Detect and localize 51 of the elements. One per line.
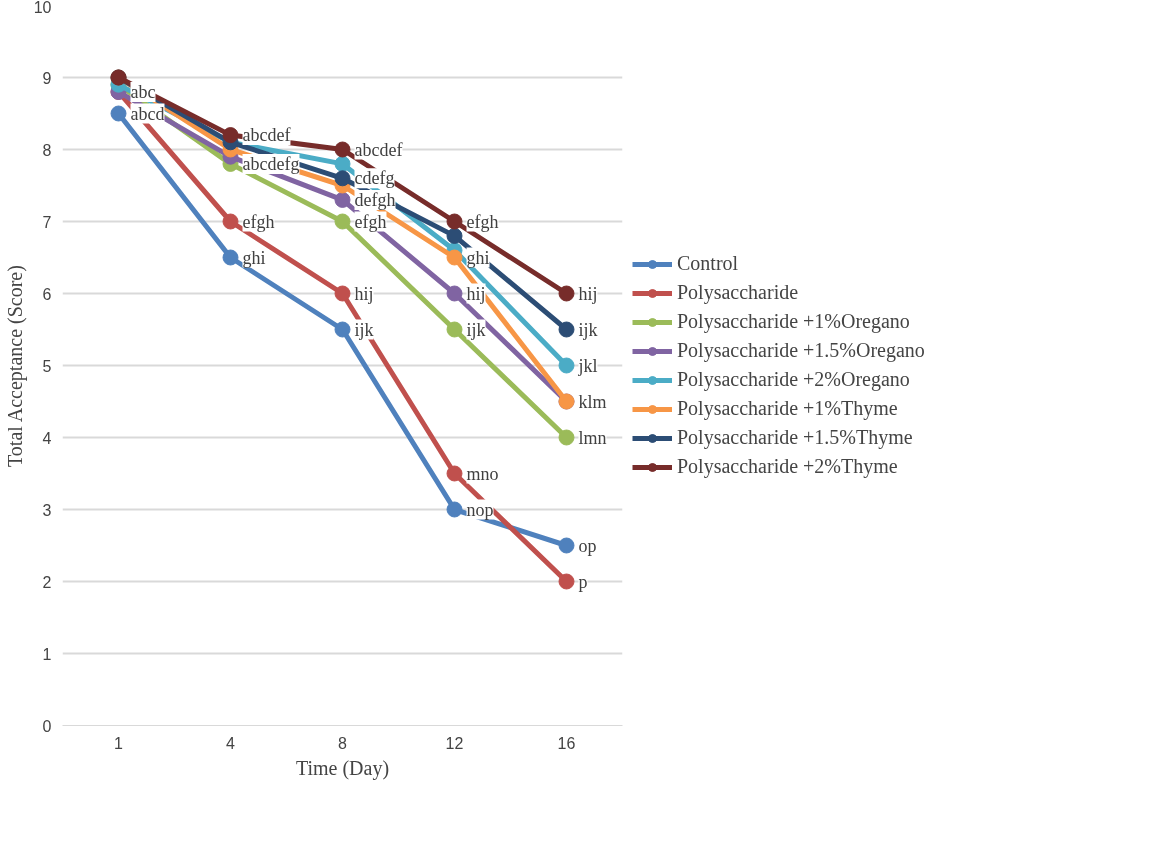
y-tick-label: 4: [42, 429, 52, 447]
data-label: ghi: [466, 247, 490, 268]
data-label: p: [578, 571, 588, 592]
legend-label: Polysaccharide +1.5%Thyme: [677, 426, 913, 449]
y-tick-label: 7: [42, 213, 52, 231]
data-label: efgh: [242, 211, 275, 232]
x-tick-label: 16: [557, 734, 576, 752]
y-tick-label: 5: [42, 357, 52, 375]
data-label: jkl: [577, 355, 598, 376]
data-label: efgh: [354, 211, 387, 232]
data-label: lmn: [578, 427, 607, 448]
legend-label: Polysaccharide +1%Oregano: [677, 310, 910, 333]
x-tick-label: 1: [114, 734, 124, 752]
data-label: ijk: [578, 319, 598, 340]
y-tick-label: 9: [42, 69, 52, 87]
data-label: abcdef: [354, 139, 403, 160]
data-label: hij: [466, 283, 486, 304]
y-tick-label: 10: [33, 0, 52, 16]
y-tick-label: 1: [42, 645, 52, 663]
data-label: klm: [578, 391, 607, 412]
data-label: abcdefg: [242, 153, 300, 174]
data-label: hij: [354, 283, 374, 304]
data-label: ghi: [242, 247, 266, 268]
data-label: abcd: [130, 103, 165, 124]
data-label: hij: [578, 283, 598, 304]
data-label: op: [578, 535, 597, 556]
data-label: ijk: [354, 319, 374, 340]
data-label: efgh: [466, 211, 499, 232]
legend-label: Polysaccharide +1.5%Oregano: [677, 339, 925, 362]
data-label: abc: [130, 81, 156, 102]
legend-label: Polysaccharide +2%Oregano: [677, 368, 910, 391]
data-label: nop: [466, 499, 494, 520]
data-label: defgh: [354, 189, 396, 210]
data-label: mno: [466, 463, 499, 484]
x-tick-label: 12: [445, 734, 464, 752]
legend-label: Polysaccharide +1%Thyme: [677, 397, 898, 420]
data-label: ijk: [466, 319, 486, 340]
data-label: cdefg: [354, 168, 395, 189]
legend-label: Control: [677, 252, 739, 275]
y-tick-label: 8: [42, 141, 52, 159]
y-tick-label: 2: [42, 573, 52, 591]
data-label: abcdef: [242, 125, 291, 146]
x-axis-title: Time (Day): [295, 756, 390, 780]
legend-label: Polysaccharide: [677, 281, 799, 304]
y-tick-label: 0: [42, 717, 52, 735]
y-axis-title: Total Acceptance (Score): [3, 265, 27, 467]
legend-label: Polysaccharide +2%Thyme: [677, 455, 898, 478]
y-tick-label: 6: [42, 285, 52, 303]
y-tick-label: 3: [42, 501, 52, 519]
x-tick-label: 8: [338, 734, 348, 752]
x-tick-label: 4: [226, 734, 236, 752]
